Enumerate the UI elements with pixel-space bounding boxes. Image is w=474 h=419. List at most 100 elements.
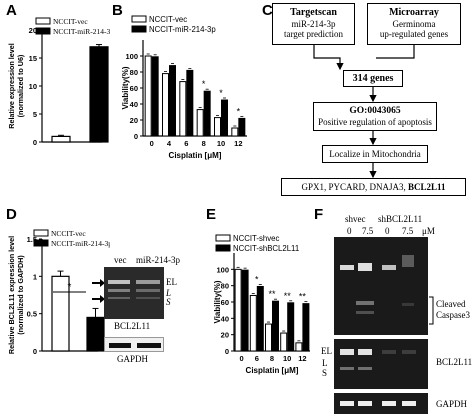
bar-control [280, 332, 288, 352]
bar-treated [203, 90, 211, 137]
bar-control [144, 55, 152, 137]
y-tick-label: 1.5 [27, 235, 37, 244]
bar-vec [51, 275, 70, 352]
flow-arrows [313, 45, 415, 179]
bar-treated [238, 117, 246, 137]
panel-label-e: E [206, 206, 217, 223]
x-tick-label: 0 [240, 354, 244, 363]
legend-entry: NCCIT-miR-214-3p [51, 239, 110, 248]
bar-control [249, 294, 257, 352]
x-tick-label: 8 [270, 354, 274, 363]
legend-swatch [131, 15, 147, 23]
significance-mark: ** [299, 292, 307, 302]
y-tick-label: 20 [221, 331, 229, 340]
blot-d-bcl2l11-strip [104, 267, 164, 319]
flow-microarray-line1: Germinoma [392, 19, 436, 29]
blot-d-col2: miR-214-3p [136, 255, 180, 265]
y-tick-label: 15 [29, 54, 37, 63]
bar-treated [151, 56, 159, 137]
y-tick-label: 60 [221, 298, 229, 307]
flow-microarray-title: Microarray [389, 7, 439, 18]
flow-arrow-right [376, 45, 415, 59]
flow-result-genes: GPX1, PYCARD, DNAJA3, [301, 182, 406, 192]
chart-b: 0 20 40 60 80 100 Viability(%) 0 4 6 8 * 10 * 12 * Cispl… [121, 15, 247, 160]
flow-genes-label: 314 genes [352, 73, 394, 84]
significance-mark: * [68, 282, 72, 293]
y-axis-label: (normalized to GAPDH) [16, 255, 25, 335]
significance-mark: * [255, 274, 259, 284]
x-tick-label: 12 [298, 354, 306, 363]
bar-treated [221, 99, 228, 137]
blot-f-cleaved-2: Caspase3 [436, 310, 470, 320]
blot-f-loading: GAPDH [436, 399, 468, 409]
y-tick-label: 0.5 [27, 310, 37, 319]
y-tick-label: 10 [29, 82, 37, 91]
blot-d-gapdh-strip [104, 337, 164, 352]
x-tick-label: 6 [255, 354, 259, 363]
x-axis-label: Cisplatin [μM] [246, 366, 299, 375]
blot-d-col1: vec [114, 255, 127, 265]
panel-label-f: F [314, 206, 324, 223]
bar-control [179, 81, 187, 137]
blot-f-unit: μM [422, 226, 435, 236]
blot-d-band-el: EL [166, 277, 177, 287]
flow-genes-box: 314 genes [343, 70, 403, 87]
legend-swatch [215, 234, 231, 242]
bar-mir [89, 46, 109, 143]
legend-swatch [131, 25, 147, 33]
blot-d-arrows [92, 279, 105, 303]
bar-control [231, 127, 239, 137]
blot-f-dose-4: 7.5 [402, 226, 414, 236]
panel-label-d: D [6, 206, 17, 223]
bar-treated [272, 300, 279, 352]
significance-mark: * [202, 79, 206, 89]
flow-result-highlight: BCL2L11 [408, 182, 446, 192]
y-axis-label: (normalized to U6) [16, 54, 25, 117]
bar-treated [256, 285, 264, 352]
bar-vec [51, 135, 71, 143]
y-axis-label: Relative BCL2L11 expression level [7, 236, 16, 354]
flow-mito-box: Localize in Mitochondria [322, 145, 428, 163]
legend-swatch [33, 229, 49, 237]
y-tick-label: 60 [130, 84, 138, 93]
blot-d-protein: BCL2L11 [114, 321, 151, 331]
x-tick-label: 10 [217, 139, 225, 148]
y-tick-label: 20 [130, 116, 138, 125]
legend-swatch [35, 17, 51, 25]
bar-treated [186, 69, 194, 137]
significance-mark: * [219, 88, 223, 98]
y-tick-label: 0 [33, 347, 37, 356]
y-tick-label: 80 [130, 68, 138, 77]
blot-f-gapdh-strip [334, 393, 428, 414]
legend-entry: NCCIT-miR-214-3p [149, 25, 216, 34]
y-tick-label: 0 [33, 138, 37, 147]
x-tick-label: 12 [234, 139, 242, 148]
legend-entry: NCCIT-shvec [233, 234, 279, 243]
x-tick-label: 10 [283, 354, 291, 363]
y-tick-label: 40 [130, 100, 138, 109]
legend-entry: NCCIT-miR-214-3p [53, 27, 110, 36]
flow-microarray-line2: up-regulated genes [379, 29, 449, 39]
legend-swatch [215, 244, 231, 252]
blot-f-caspase-strip [334, 237, 428, 335]
blot-f-dose-1: 0 [347, 226, 352, 236]
x-tick-label: 8 [202, 139, 206, 148]
flow-go-title: GO:0043065 [349, 106, 401, 116]
bar-mir [86, 316, 105, 352]
y-tick-label: 40 [221, 314, 229, 323]
bar-control [214, 117, 221, 137]
x-tick-label: 4 [167, 139, 172, 148]
y-axis-label: Relative expression level [7, 43, 16, 129]
y-tick-label: 80 [221, 282, 229, 291]
y-axis-label: Viability(%) [121, 66, 130, 109]
significance-mark: ** [268, 289, 276, 299]
blot-f-dose-3: 0 [385, 226, 390, 236]
blot-f-bracket [429, 296, 434, 325]
panel-label-b: B [112, 2, 123, 19]
x-tick-label: 6 [184, 139, 188, 148]
flow-targetscan-line2: target prediction [283, 29, 344, 39]
blot-f-group1: shvec [345, 214, 366, 224]
y-tick-label: 0 [225, 347, 229, 356]
bar-control [295, 342, 303, 352]
blot-f-bcl2l11-strip [334, 339, 428, 389]
